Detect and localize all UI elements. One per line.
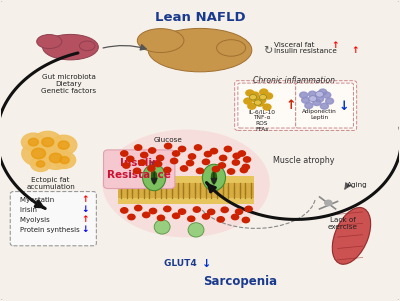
Circle shape bbox=[134, 168, 141, 174]
Circle shape bbox=[139, 160, 146, 165]
Circle shape bbox=[157, 215, 164, 221]
Circle shape bbox=[135, 145, 142, 150]
Circle shape bbox=[154, 161, 162, 167]
Text: ↑: ↑ bbox=[81, 195, 88, 204]
Circle shape bbox=[242, 164, 250, 170]
Ellipse shape bbox=[151, 171, 157, 184]
FancyBboxPatch shape bbox=[296, 83, 354, 128]
Circle shape bbox=[244, 157, 251, 162]
Circle shape bbox=[196, 168, 204, 174]
Circle shape bbox=[220, 155, 227, 161]
FancyBboxPatch shape bbox=[118, 198, 254, 204]
Circle shape bbox=[212, 166, 220, 172]
Text: ↑: ↑ bbox=[285, 99, 296, 112]
Text: ↓: ↓ bbox=[339, 100, 350, 113]
Circle shape bbox=[245, 206, 252, 212]
Circle shape bbox=[164, 143, 172, 149]
Circle shape bbox=[251, 92, 259, 98]
Circle shape bbox=[208, 209, 215, 215]
Text: ↓: ↓ bbox=[81, 225, 88, 234]
Circle shape bbox=[170, 158, 178, 164]
Circle shape bbox=[232, 214, 239, 220]
Circle shape bbox=[178, 209, 186, 214]
Circle shape bbox=[313, 100, 321, 106]
Circle shape bbox=[246, 90, 254, 96]
Circle shape bbox=[302, 97, 310, 103]
Ellipse shape bbox=[79, 41, 95, 51]
Circle shape bbox=[128, 214, 135, 220]
Circle shape bbox=[148, 166, 155, 171]
Circle shape bbox=[300, 92, 308, 98]
Text: Myostatin: Myostatin bbox=[20, 197, 56, 203]
Text: Muscle atrophy: Muscle atrophy bbox=[273, 156, 334, 165]
Ellipse shape bbox=[148, 28, 252, 72]
Circle shape bbox=[204, 151, 212, 157]
Circle shape bbox=[309, 96, 317, 102]
Ellipse shape bbox=[102, 129, 270, 237]
Circle shape bbox=[178, 146, 186, 152]
Text: Sarcopenia: Sarcopenia bbox=[203, 275, 277, 288]
Circle shape bbox=[236, 209, 243, 214]
Circle shape bbox=[49, 153, 62, 163]
Circle shape bbox=[180, 166, 188, 171]
Circle shape bbox=[42, 138, 54, 147]
FancyBboxPatch shape bbox=[118, 176, 254, 204]
Circle shape bbox=[325, 200, 332, 206]
Circle shape bbox=[172, 151, 180, 156]
Circle shape bbox=[263, 104, 271, 110]
FancyBboxPatch shape bbox=[104, 150, 175, 188]
Text: GLUT4: GLUT4 bbox=[164, 259, 200, 268]
Circle shape bbox=[218, 163, 226, 168]
Circle shape bbox=[248, 103, 256, 109]
Text: ↑: ↑ bbox=[81, 215, 88, 224]
Ellipse shape bbox=[188, 223, 204, 237]
Circle shape bbox=[156, 155, 164, 161]
Circle shape bbox=[232, 160, 240, 165]
Text: Glucose: Glucose bbox=[154, 137, 182, 143]
Circle shape bbox=[22, 141, 55, 166]
Ellipse shape bbox=[42, 34, 98, 60]
Ellipse shape bbox=[216, 40, 246, 56]
Ellipse shape bbox=[137, 29, 184, 52]
Circle shape bbox=[121, 151, 128, 156]
Text: ↓: ↓ bbox=[202, 259, 212, 269]
Circle shape bbox=[32, 148, 46, 159]
Circle shape bbox=[259, 95, 266, 100]
Circle shape bbox=[22, 133, 45, 151]
FancyBboxPatch shape bbox=[235, 81, 357, 130]
Circle shape bbox=[308, 91, 316, 97]
Circle shape bbox=[256, 100, 264, 106]
Circle shape bbox=[252, 96, 260, 102]
Circle shape bbox=[250, 95, 257, 100]
Circle shape bbox=[326, 98, 334, 104]
Ellipse shape bbox=[37, 35, 62, 48]
Text: Gut microbiota
Dietary
Genetic factors: Gut microbiota Dietary Genetic factors bbox=[41, 74, 96, 94]
Circle shape bbox=[28, 138, 38, 146]
Text: Adiponectin
Leptin: Adiponectin Leptin bbox=[302, 110, 337, 120]
Circle shape bbox=[260, 89, 268, 95]
Circle shape bbox=[316, 91, 324, 97]
Circle shape bbox=[186, 160, 194, 166]
Circle shape bbox=[40, 147, 71, 169]
Circle shape bbox=[254, 100, 261, 105]
Text: IL-6/IL-10
TNF-α
ROS
FFAs: IL-6/IL-10 TNF-α ROS FFAs bbox=[248, 110, 275, 132]
Circle shape bbox=[164, 206, 171, 212]
Circle shape bbox=[240, 167, 248, 173]
Circle shape bbox=[172, 213, 180, 219]
Circle shape bbox=[30, 157, 50, 172]
Ellipse shape bbox=[211, 171, 217, 184]
Ellipse shape bbox=[202, 164, 226, 191]
Circle shape bbox=[228, 169, 235, 174]
Circle shape bbox=[149, 208, 156, 214]
Circle shape bbox=[221, 207, 228, 213]
Text: Lean NAFLD: Lean NAFLD bbox=[155, 11, 245, 24]
Text: ↻: ↻ bbox=[263, 46, 272, 56]
Text: Myolysis: Myolysis bbox=[20, 217, 52, 223]
FancyBboxPatch shape bbox=[10, 191, 96, 246]
Circle shape bbox=[320, 103, 328, 109]
Circle shape bbox=[202, 214, 210, 219]
Text: Aging: Aging bbox=[347, 182, 368, 188]
Circle shape bbox=[238, 151, 246, 156]
Ellipse shape bbox=[154, 220, 170, 234]
